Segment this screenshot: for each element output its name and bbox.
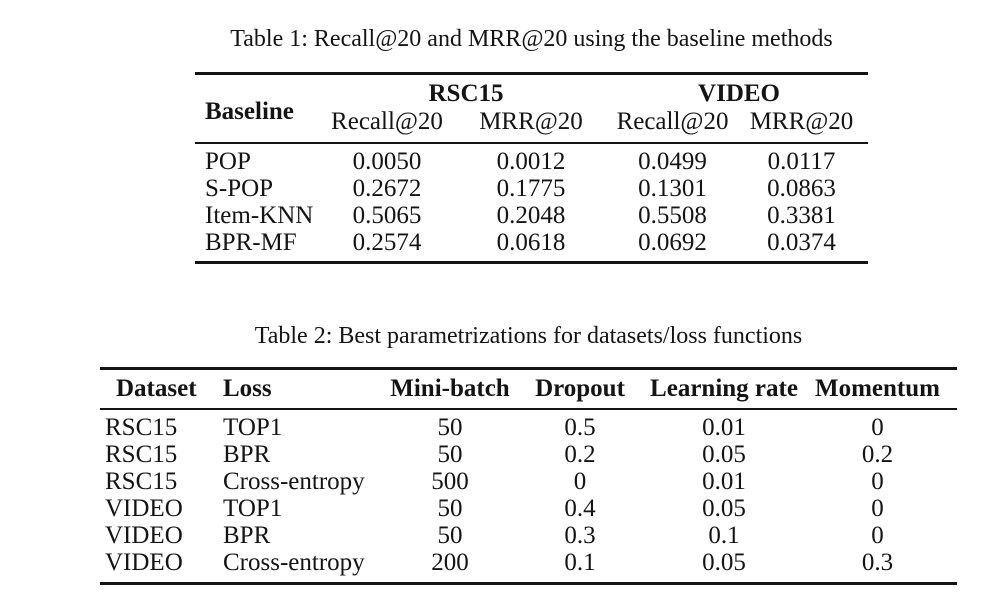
loss-cell: BPR bbox=[223, 521, 271, 549]
table-cell: 0.2 bbox=[564, 440, 596, 468]
table-row: S-POP 0.2672 0.1775 0.1301 0.0863 bbox=[195, 175, 868, 202]
table1-group-rsc15: RSC15 bbox=[428, 80, 504, 107]
table-cell: 0 bbox=[871, 467, 884, 495]
table-cell: 50 bbox=[437, 440, 463, 468]
table-cell: 0.0012 bbox=[496, 148, 566, 175]
loss-cell: Cross-entropy bbox=[223, 467, 365, 495]
loss-cell: TOP1 bbox=[223, 494, 283, 522]
table1-baseline-results: Baseline RSC15 VIDEO Recall@20 MRR@20 Re… bbox=[195, 72, 869, 264]
table1-corner-header: Baseline bbox=[205, 97, 294, 125]
table2-header-row: Dataset Loss Mini-batch Dropout Learning… bbox=[100, 369, 957, 409]
table-cell: 200 bbox=[431, 548, 469, 576]
table1-subheader: MRR@20 bbox=[479, 107, 583, 135]
table-cell: 0.3 bbox=[861, 548, 894, 576]
table-row: VIDEO BPR 50 0.3 0.1 0 bbox=[100, 522, 957, 549]
table-cell: 0.0374 bbox=[767, 229, 836, 256]
table-cell: 0.2574 bbox=[352, 229, 422, 256]
table1-subheader: Recall@20 bbox=[331, 107, 443, 135]
table-cell: 0.3 bbox=[564, 521, 596, 549]
dataset-cell: RSC15 bbox=[105, 467, 178, 495]
table2-column-header: Dropout bbox=[535, 375, 625, 403]
table-cell: 50 bbox=[437, 521, 463, 549]
row-label: BPR-MF bbox=[205, 229, 297, 256]
table-cell: 0 bbox=[871, 521, 884, 549]
table1-caption: Table 1: Recall@20 and MRR@20 using the … bbox=[230, 26, 833, 52]
table-cell: 0.01 bbox=[702, 413, 746, 441]
table-row: BPR-MF 0.2574 0.0618 0.0692 0.0374 bbox=[195, 229, 868, 263]
table1-subheader-row: Recall@20 MRR@20 Recall@20 MRR@20 bbox=[195, 107, 868, 143]
table-cell: 0.0618 bbox=[496, 229, 566, 256]
table-cell: 0 bbox=[871, 494, 884, 522]
table2-column-header: Loss bbox=[223, 375, 272, 403]
dataset-cell: VIDEO bbox=[105, 494, 183, 522]
table1-header: Baseline RSC15 VIDEO Recall@20 MRR@20 Re… bbox=[195, 74, 869, 143]
table-cell: 0.2 bbox=[861, 440, 894, 468]
dataset-cell: VIDEO bbox=[105, 521, 183, 549]
table1-group-header-row: Baseline RSC15 VIDEO bbox=[195, 74, 868, 124]
table1-subheader: MRR@20 bbox=[749, 107, 854, 135]
table-cell: 0.5 bbox=[564, 413, 596, 441]
row-label: Item-KNN bbox=[205, 202, 314, 229]
loss-cell: BPR bbox=[223, 440, 271, 468]
table-cell: 0 bbox=[573, 467, 587, 495]
dataset-cell: VIDEO bbox=[105, 548, 183, 576]
table2-header: Dataset Loss Mini-batch Dropout Learning… bbox=[100, 369, 957, 409]
row-label: S-POP bbox=[205, 175, 274, 202]
table-cell: 0.3381 bbox=[767, 202, 836, 229]
table-cell: 50 bbox=[437, 494, 463, 522]
table-cell: 0.0050 bbox=[352, 148, 422, 175]
table-cell: 0.05 bbox=[702, 494, 746, 522]
loss-cell: Cross-entropy bbox=[223, 548, 365, 576]
table-cell: 0.1301 bbox=[638, 175, 707, 202]
dataset-cell: RSC15 bbox=[105, 413, 178, 441]
table-cell: 0.0117 bbox=[767, 148, 836, 175]
table-cell: 0.01 bbox=[702, 467, 746, 495]
table2-column-header: Momentum bbox=[815, 375, 940, 403]
table1-subheader: Recall@20 bbox=[616, 107, 729, 135]
table2-column-header: Dataset bbox=[116, 375, 197, 403]
table-cell: 0.05 bbox=[702, 440, 746, 468]
table-cell: 0.5508 bbox=[638, 202, 707, 229]
table1-group-video: VIDEO bbox=[698, 80, 780, 107]
table-cell: 0.5065 bbox=[352, 202, 422, 229]
table-cell: 0.0499 bbox=[638, 148, 707, 175]
table-cell: 0 bbox=[871, 413, 884, 441]
table-cell: 0.0692 bbox=[638, 229, 707, 256]
table1-body: POP 0.0050 0.0012 0.0499 0.0117 S-POP 0.… bbox=[195, 143, 868, 263]
table2-body: RSC15 TOP1 50 0.5 0.01 0 RSC15 BPR 50 0.… bbox=[100, 409, 957, 584]
table-cell: 0.1 bbox=[564, 548, 596, 576]
table-cell: 0.0863 bbox=[767, 175, 836, 202]
table-row: RSC15 TOP1 50 0.5 0.01 0 bbox=[100, 409, 957, 441]
table-row: VIDEO TOP1 50 0.4 0.05 0 bbox=[100, 495, 957, 522]
table-cell: 0.1775 bbox=[496, 175, 566, 202]
table-cell: 0.05 bbox=[702, 548, 746, 576]
table-cell: 0.2672 bbox=[352, 175, 422, 202]
table2-column-header: Mini-batch bbox=[390, 375, 510, 403]
table-row: RSC15 Cross-entropy 500 0 0.01 0 bbox=[100, 468, 957, 495]
loss-cell: TOP1 bbox=[223, 413, 283, 441]
row-label: POP bbox=[205, 148, 251, 175]
table-row: RSC15 BPR 50 0.2 0.05 0.2 bbox=[100, 441, 957, 468]
table-row: VIDEO Cross-entropy 200 0.1 0.05 0.3 bbox=[100, 549, 957, 584]
table-row: POP 0.0050 0.0012 0.0499 0.0117 bbox=[195, 143, 868, 175]
table-row: Item-KNN 0.5065 0.2048 0.5508 0.3381 bbox=[195, 202, 868, 229]
table-cell: 0.1 bbox=[708, 521, 740, 549]
dataset-cell: RSC15 bbox=[105, 440, 178, 468]
table-cell: 0.4 bbox=[564, 494, 596, 522]
table2-best-parametrizations: Dataset Loss Mini-batch Dropout Learning… bbox=[100, 367, 957, 585]
table2-column-header: Learning rate bbox=[650, 375, 798, 403]
table-cell: 500 bbox=[431, 467, 469, 495]
table-cell: 0.2048 bbox=[496, 202, 566, 229]
table2-caption: Table 2: Best parametrizations for datas… bbox=[254, 323, 803, 349]
table-cell: 50 bbox=[437, 413, 463, 441]
